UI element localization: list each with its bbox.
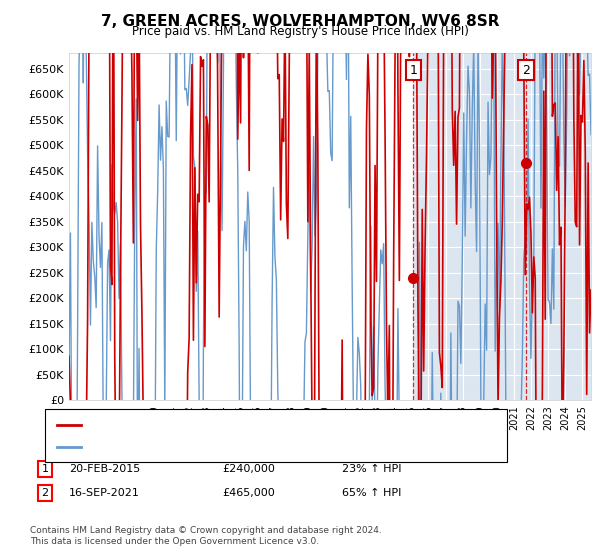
Text: 2: 2 xyxy=(41,488,49,498)
Text: £465,000: £465,000 xyxy=(222,488,275,498)
Text: £240,000: £240,000 xyxy=(222,464,275,474)
Text: 65% ↑ HPI: 65% ↑ HPI xyxy=(342,488,401,498)
Text: HPI: Average price, detached house, Wolverhampton: HPI: Average price, detached house, Wolv… xyxy=(86,442,361,452)
Text: 1: 1 xyxy=(41,464,49,474)
Text: 23% ↑ HPI: 23% ↑ HPI xyxy=(342,464,401,474)
Bar xyxy=(413,53,591,400)
Text: Price paid vs. HM Land Registry's House Price Index (HPI): Price paid vs. HM Land Registry's House … xyxy=(131,25,469,38)
Text: 1: 1 xyxy=(409,64,417,77)
Text: 20-FEB-2015: 20-FEB-2015 xyxy=(69,464,140,474)
Text: 16-SEP-2021: 16-SEP-2021 xyxy=(69,488,140,498)
Text: 7, GREEN ACRES, WOLVERHAMPTON, WV6 8SR: 7, GREEN ACRES, WOLVERHAMPTON, WV6 8SR xyxy=(101,14,499,29)
Text: 2: 2 xyxy=(522,64,530,77)
Text: Contains HM Land Registry data © Crown copyright and database right 2024.
This d: Contains HM Land Registry data © Crown c… xyxy=(30,526,382,546)
Text: 7, GREEN ACRES, WOLVERHAMPTON, WV6 8SR (detached house): 7, GREEN ACRES, WOLVERHAMPTON, WV6 8SR (… xyxy=(86,420,425,430)
